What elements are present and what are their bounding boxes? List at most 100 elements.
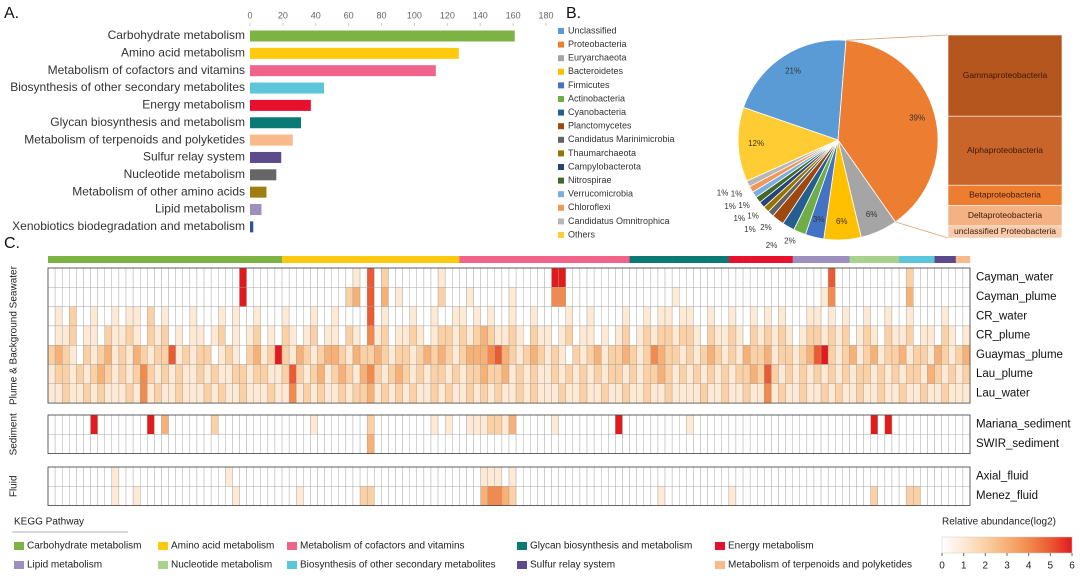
heatmap-cell xyxy=(423,434,432,454)
colorbar-tick-label: 1 xyxy=(961,561,967,572)
heatmap-cell xyxy=(374,267,382,288)
heatmap-cell xyxy=(196,325,205,346)
heatmap-cell xyxy=(260,345,269,365)
legend-swatch xyxy=(287,542,297,550)
heatmap-cell xyxy=(444,466,453,487)
pathway-bar xyxy=(104,256,113,263)
heatmap-cell xyxy=(47,383,56,404)
heatmap-cell xyxy=(792,306,800,327)
heatmap-cell xyxy=(785,325,793,346)
heatmap-cell xyxy=(76,325,84,346)
heatmap-cell xyxy=(388,434,396,454)
heatmap-cell xyxy=(920,434,928,454)
heatmap-cell xyxy=(927,287,935,307)
heatmap-cell xyxy=(693,267,701,288)
heatmap-cell xyxy=(409,287,418,307)
heatmap-cell xyxy=(409,267,418,288)
heatmap-cell xyxy=(799,306,808,327)
pathway-bar xyxy=(587,256,595,263)
heatmap-cell xyxy=(813,434,822,454)
heatmap-cell xyxy=(402,345,410,365)
heatmap-cell xyxy=(835,306,843,327)
heatmap-cell xyxy=(246,306,254,327)
heatmap-cell xyxy=(813,486,822,506)
heatmap-cell xyxy=(920,306,928,327)
heatmap-cell xyxy=(778,325,786,346)
row-label: Axial_fluid xyxy=(976,471,1028,483)
heatmap-cell xyxy=(139,287,148,307)
x-tick-label: 100 xyxy=(407,10,422,20)
heatmap-cell xyxy=(671,306,680,327)
heatmap-cell xyxy=(749,414,758,435)
heatmap-cell xyxy=(856,383,864,404)
heatmap-cell xyxy=(168,434,176,454)
heatmap-cell xyxy=(898,466,907,487)
heatmap-cell xyxy=(246,325,254,346)
legend-swatch xyxy=(558,28,564,34)
heatmap-cell xyxy=(636,364,644,384)
row-label: Cayman_plume xyxy=(976,291,1057,303)
pathway-bar xyxy=(76,256,84,263)
heatmap-cell xyxy=(806,287,815,307)
heatmap-cell xyxy=(459,466,467,487)
heatmap-cell xyxy=(508,486,517,506)
heatmap-cell xyxy=(941,434,949,454)
section-label: Fluid xyxy=(9,475,20,497)
heatmap-cell xyxy=(175,306,183,327)
heatmap-cell xyxy=(310,466,318,487)
panel-label: C. xyxy=(4,235,20,252)
heatmap-cell xyxy=(813,414,822,435)
heatmap-cell xyxy=(700,434,708,454)
x-tick-label: 140 xyxy=(473,10,488,20)
heatmap-cell xyxy=(182,383,191,404)
heatmap-cell xyxy=(700,345,708,365)
heatmap-cell xyxy=(679,434,687,454)
heatmap-cell xyxy=(941,325,949,346)
heatmap-cell xyxy=(324,345,332,365)
heatmap-cell xyxy=(97,414,105,435)
heatmap-cell xyxy=(388,267,396,288)
heatmap-cell xyxy=(331,364,339,384)
pathway-bar xyxy=(884,256,893,263)
heatmap-cell xyxy=(927,414,935,435)
heatmap-cell xyxy=(345,364,354,384)
heatmap-cell xyxy=(338,466,347,487)
heatmap-cell xyxy=(955,414,964,435)
heatmap-cell xyxy=(650,486,659,506)
heatmap-cell xyxy=(679,345,687,365)
heatmap-cell xyxy=(61,287,70,307)
heatmap-cell xyxy=(423,267,432,288)
heatmap-cell xyxy=(593,486,602,506)
heatmap-cell xyxy=(154,267,162,288)
heatmap-cell xyxy=(565,345,574,365)
heatmap-cell xyxy=(423,345,432,365)
heatmap-cell xyxy=(643,434,652,454)
heatmap-cell xyxy=(601,306,609,327)
heatmap-cell xyxy=(877,434,886,454)
heatmap-cell xyxy=(742,345,751,365)
heatmap-cell xyxy=(147,325,155,346)
heatmap-cell xyxy=(586,466,595,487)
heatmap-cell xyxy=(898,325,907,346)
heatmap-cell xyxy=(792,345,800,365)
heatmap-cell xyxy=(799,486,808,506)
legend-label: Energy metabolism xyxy=(728,541,814,552)
heatmap-cell xyxy=(168,414,176,435)
heatmap-cell xyxy=(338,306,347,327)
heatmap-cell xyxy=(175,287,183,307)
heatmap-cell xyxy=(345,434,354,454)
heatmap-cell xyxy=(913,325,921,346)
heatmap-cell xyxy=(913,414,921,435)
heatmap-cell xyxy=(203,325,212,346)
heatmap-cell xyxy=(69,364,77,384)
heatmap-cell xyxy=(813,364,822,384)
heatmap-cell xyxy=(679,466,687,487)
legend-swatch xyxy=(715,542,725,550)
heatmap-cell xyxy=(891,486,900,506)
heatmap-cell xyxy=(203,414,212,435)
pathway-bar xyxy=(721,256,730,263)
heatmap-cell xyxy=(877,267,886,288)
heatmap-cell xyxy=(260,486,269,506)
heatmap-cell xyxy=(622,383,630,404)
heatmap-cell xyxy=(700,267,708,288)
